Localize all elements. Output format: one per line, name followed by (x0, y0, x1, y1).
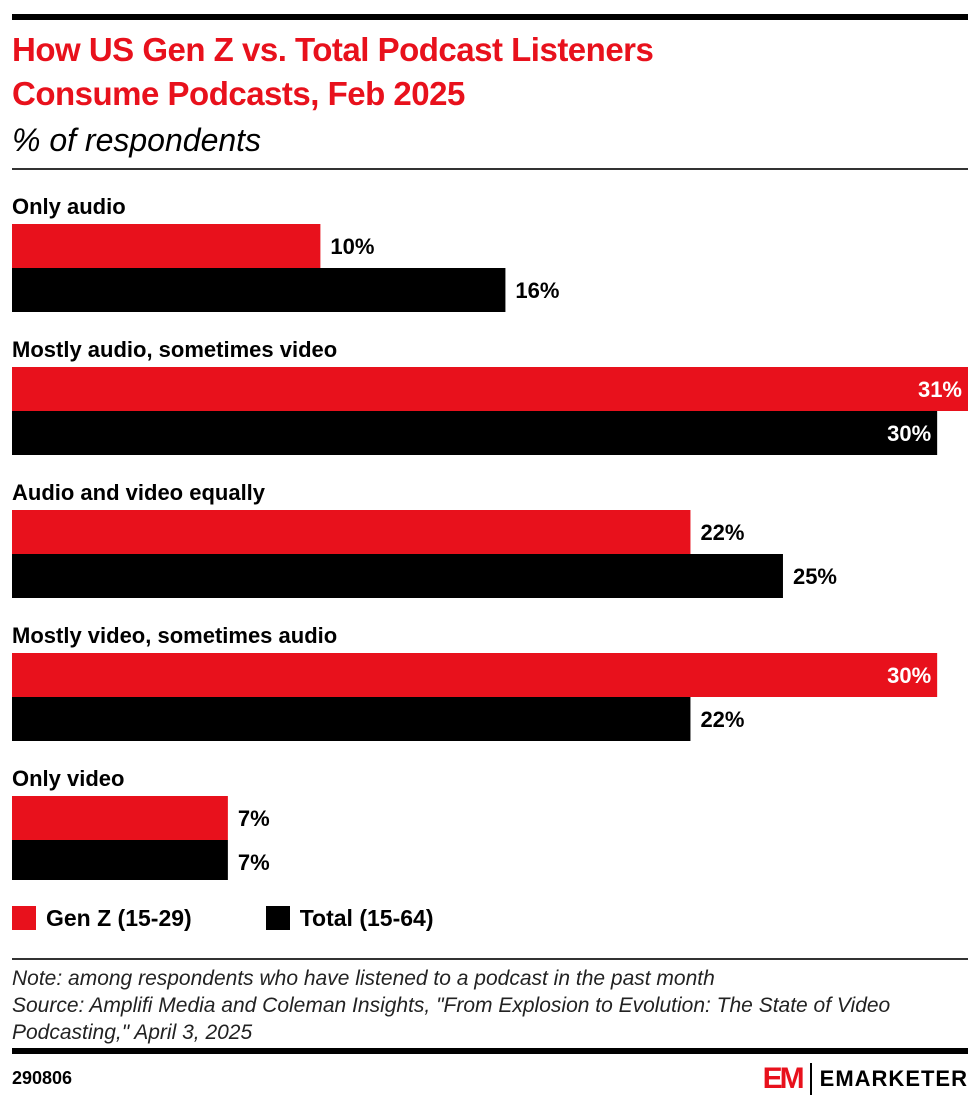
em-logo-icon: EM (762, 1062, 805, 1095)
value-label: 7% (238, 806, 270, 831)
bottom-rule (12, 1048, 968, 1054)
bar-genz (12, 510, 691, 554)
bar-total (12, 840, 228, 880)
legend-item-total: Total (15-64) (265, 904, 434, 932)
legend-swatch-genz (12, 906, 36, 930)
value-label: 22% (700, 520, 744, 545)
header-divider (12, 168, 968, 170)
legend-item-genz: Gen Z (15-29) (12, 905, 192, 932)
bar-chart: Only audio 10% 16% Mostly audio, sometimes … (12, 194, 968, 880)
bar-total (12, 554, 783, 598)
chart-subtitle: % of respondents (12, 122, 262, 158)
bar-genz (12, 224, 321, 268)
category-label: Mostly video, sometimes audio (12, 623, 337, 648)
title-line-1: How US Gen Z vs. Total Podcast Listeners (12, 31, 654, 68)
category-label: Audio and video equally (12, 480, 266, 505)
footer-divider (12, 958, 968, 960)
note-text: Note: among respondents who have listene… (12, 967, 715, 990)
value-label: 30% (887, 663, 931, 688)
chart-title: How US Gen Z vs. Total Podcast Listeners… (12, 28, 962, 116)
source-text: Source: Amplifi Media and Coleman Insigh… (12, 994, 891, 1044)
bar-genz (12, 367, 968, 411)
category-label: Mostly audio, sometimes video (12, 337, 337, 362)
value-label: 16% (515, 278, 559, 303)
value-label: 31% (918, 377, 962, 402)
legend-swatch-total (265, 906, 290, 930)
bar-total (12, 268, 506, 312)
bar-genz (12, 796, 228, 840)
category-label: Only audio (12, 194, 126, 219)
bar-genz (12, 653, 938, 697)
value-label: 7% (238, 850, 270, 875)
logo-separator (809, 1063, 812, 1095)
brand-name: EMARKETER (819, 1066, 968, 1091)
top-rule (12, 14, 968, 20)
value-label: 22% (700, 707, 744, 732)
bar-total (12, 697, 691, 741)
emarketer-logo: EM EMARKETER (763, 1062, 968, 1096)
footnote: Note: among respondents who have listene… (12, 965, 968, 1046)
category-label: Only video (12, 766, 124, 791)
value-label: 30% (887, 421, 931, 446)
chart-id: 290806 (12, 1068, 73, 1088)
value-label: 25% (793, 564, 837, 589)
legend-label-total: Total (15-64) (299, 904, 434, 931)
bar-total (12, 411, 938, 455)
legend-label-genz: Gen Z (15-29) (46, 904, 192, 931)
value-label: 10% (330, 234, 374, 259)
title-line-2: Consume Podcasts, Feb 2025 (12, 75, 465, 112)
legend: Gen Z (15-29) Total (15-64) (12, 903, 508, 933)
